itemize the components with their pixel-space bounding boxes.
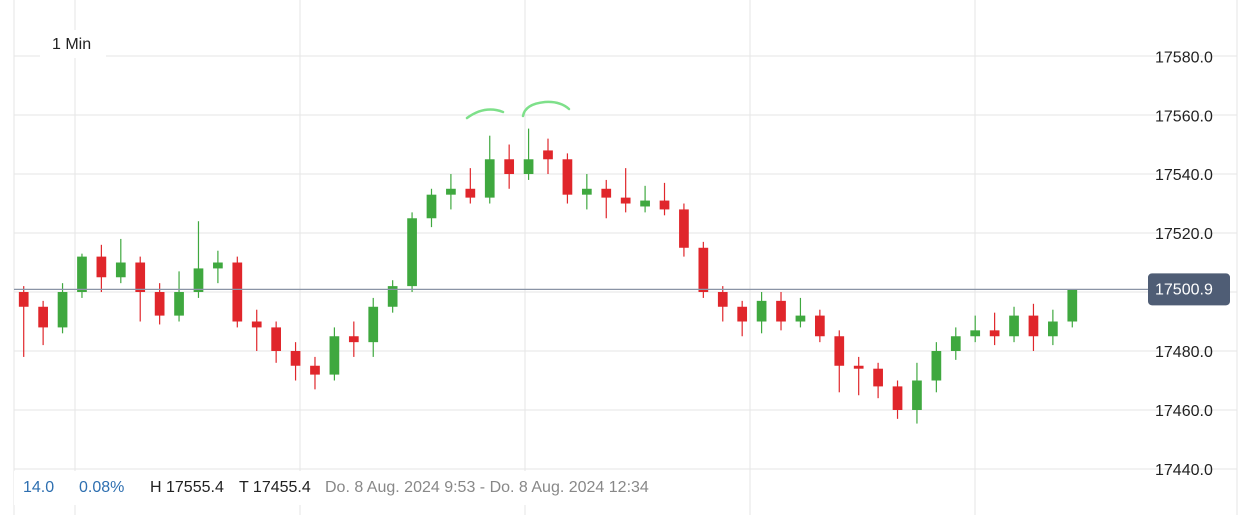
candle-body xyxy=(562,159,573,195)
candle-body xyxy=(717,292,728,307)
candle-body xyxy=(96,256,107,278)
candle-body xyxy=(484,159,495,198)
candle-body xyxy=(504,159,515,175)
candle-body xyxy=(601,188,612,198)
candle-body xyxy=(232,262,243,322)
session-high: H 17555.4 xyxy=(150,479,224,496)
candle-body xyxy=(154,292,165,316)
candle-body xyxy=(581,188,592,195)
candle-body xyxy=(853,365,864,369)
time-range: Do. 8 Aug. 2024 9:53 - Do. 8 Aug. 2024 1… xyxy=(325,479,649,496)
last-price-box xyxy=(1148,273,1230,306)
candle-body xyxy=(912,380,922,410)
candle-body xyxy=(38,306,48,328)
candle-body xyxy=(795,315,806,322)
candle-body xyxy=(620,197,631,204)
candle-body xyxy=(251,321,262,328)
candle-body xyxy=(57,292,68,328)
candle-body xyxy=(426,194,437,219)
candle-body xyxy=(115,262,126,278)
annotation-stroke xyxy=(465,108,505,120)
timeframe: 1 Min xyxy=(52,36,91,53)
y-tick-label: 17580.0 xyxy=(1155,49,1213,66)
timeframe-box xyxy=(40,30,106,58)
candle-body xyxy=(815,315,825,337)
candle-body xyxy=(950,336,961,352)
y-tick-label: 17440.0 xyxy=(1155,462,1213,479)
y-tick-label: 17460.0 xyxy=(1155,403,1213,420)
candle-body xyxy=(640,200,650,207)
candle-body xyxy=(18,292,29,307)
candle-body xyxy=(756,300,767,322)
candle-body xyxy=(446,188,456,195)
candle-body xyxy=(368,306,379,343)
candle-body xyxy=(135,262,146,293)
annotation-stroke xyxy=(521,100,571,118)
candle-body xyxy=(348,336,359,343)
candle-body xyxy=(931,351,942,381)
candle-body xyxy=(543,150,553,160)
y-tick-label: 17560.0 xyxy=(1155,108,1213,125)
candle-body xyxy=(387,286,398,307)
candle-body xyxy=(271,327,281,352)
candle-body xyxy=(193,268,204,293)
candle-body xyxy=(290,351,301,366)
candle-body xyxy=(213,262,223,269)
candle-body xyxy=(174,292,184,316)
candle-body xyxy=(1009,315,1019,337)
candle-body xyxy=(407,218,417,287)
candle-body xyxy=(679,209,689,248)
footer-bg xyxy=(14,471,674,505)
candle-body xyxy=(737,306,748,322)
candle-body xyxy=(1048,321,1058,337)
last-price-label: 17500.9 xyxy=(1155,282,1213,299)
candle-body xyxy=(970,330,981,337)
session-low: T 17455.4 xyxy=(239,479,311,496)
candle-body xyxy=(834,336,845,366)
candle-body xyxy=(329,336,340,375)
candle-body xyxy=(698,247,709,293)
change: 14.0 xyxy=(23,479,54,496)
change-percent: 0.08% xyxy=(79,479,124,496)
candle-body xyxy=(989,330,1000,337)
candle-body xyxy=(523,159,534,175)
y-tick-label: 17520.0 xyxy=(1155,226,1213,243)
candle-body xyxy=(776,300,786,322)
y-tick-label: 17480.0 xyxy=(1155,344,1213,361)
candle-body xyxy=(1028,315,1039,337)
candle-body xyxy=(873,368,883,387)
candle-body xyxy=(310,365,320,375)
candle-body xyxy=(892,386,903,410)
y-tick-label: 17540.0 xyxy=(1155,167,1213,184)
candle-body xyxy=(77,256,87,293)
candle-body xyxy=(465,188,476,198)
candle-body xyxy=(659,200,670,210)
candle-body xyxy=(1067,289,1078,322)
